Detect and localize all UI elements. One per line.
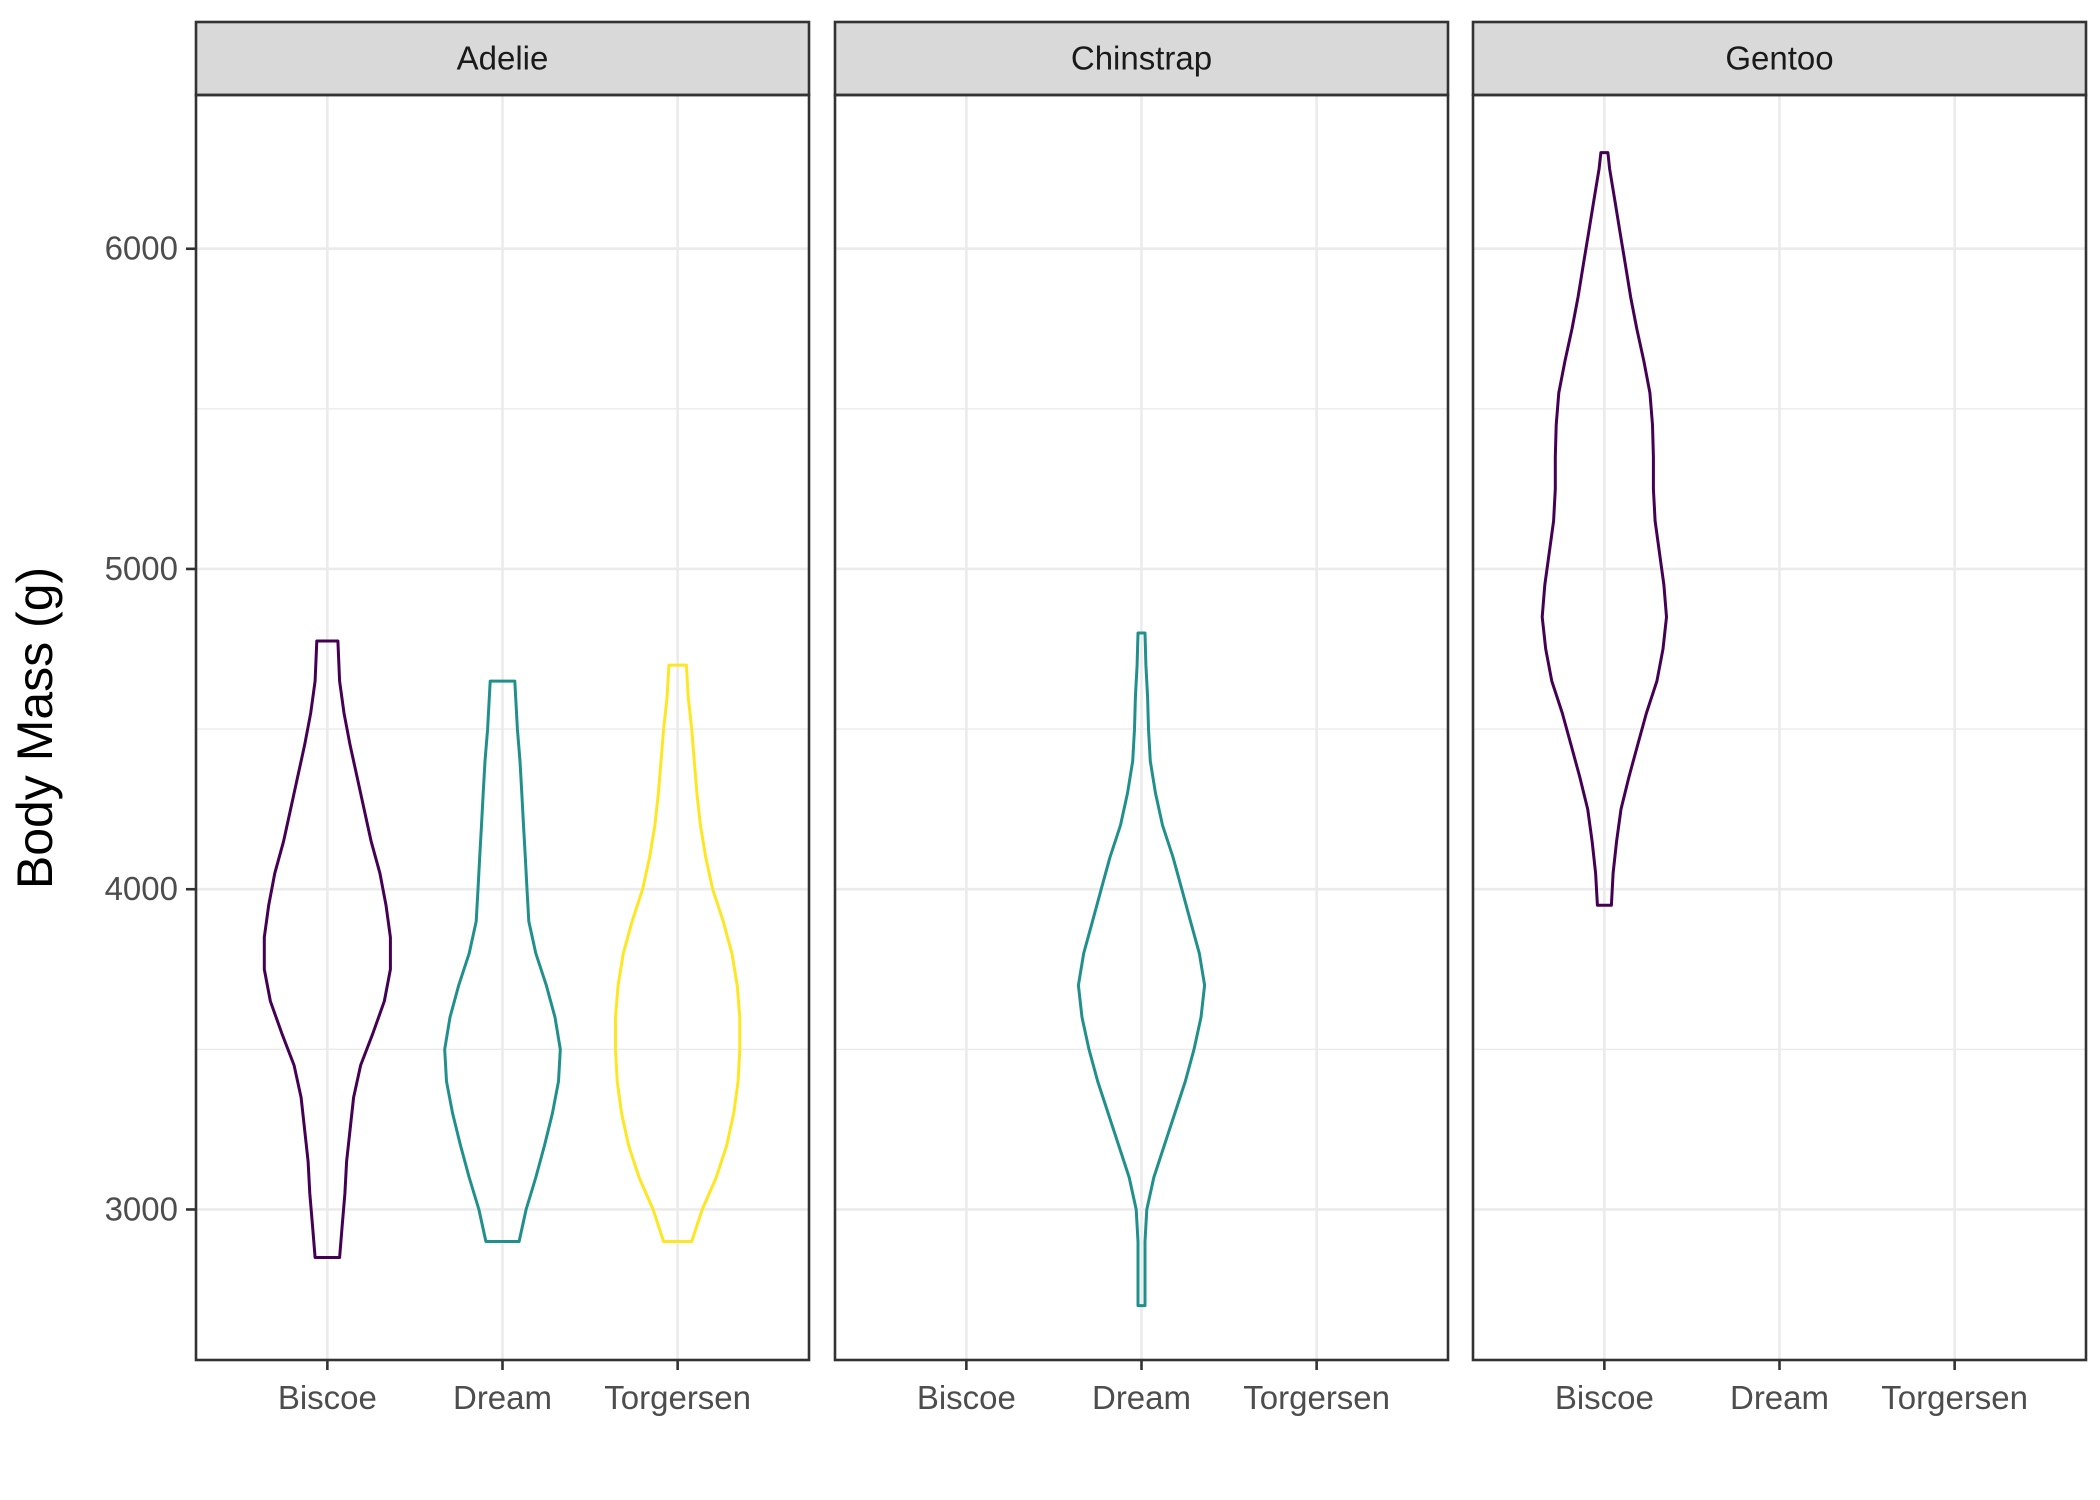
x-tick-label-adelie-dream: Dream — [453, 1379, 552, 1416]
violin-gentoo-biscoe — [1540, 151, 1668, 907]
x-tick-label-gentoo-torgersen: Torgersen — [1881, 1379, 2028, 1416]
grid-layer — [196, 95, 2086, 1360]
y-tick-label-4000: 4000 — [105, 870, 178, 907]
text-layer: Adelie Biscoe Dream Torgersen Chinstrap Bisco… — [105, 40, 2028, 1417]
violin-adelie-dream — [443, 679, 562, 1243]
violin-layer — [262, 151, 1668, 1308]
y-tick-label-6000: 6000 — [105, 230, 178, 267]
facet-strip-adelie — [194, 20, 811, 97]
x-tick-label-gentoo-biscoe: Biscoe — [1555, 1379, 1654, 1416]
violin-adelie-biscoe — [262, 639, 392, 1259]
x-tick-label-gentoo-dream: Dream — [1730, 1379, 1829, 1416]
violin-adelie-torgersen — [614, 663, 742, 1243]
y-axis-title: Body Mass (g) — [7, 567, 63, 889]
facet-label-adelie: Adelie — [457, 40, 549, 77]
x-tick-label-chinstrap-torgersen: Torgersen — [1243, 1379, 1390, 1416]
y-tick-label-5000: 5000 — [105, 550, 178, 587]
frame-layer — [186, 20, 2088, 1370]
facet-label-gentoo: Gentoo — [1725, 40, 1833, 77]
violin-chinstrap-dream — [1076, 631, 1207, 1308]
y-tick-label-3000: 3000 — [105, 1190, 178, 1227]
x-tick-label-adelie-torgersen: Torgersen — [604, 1379, 751, 1416]
x-tick-label-adelie-biscoe: Biscoe — [278, 1379, 377, 1416]
facet-label-chinstrap: Chinstrap — [1071, 40, 1212, 77]
x-tick-label-chinstrap-biscoe: Biscoe — [917, 1379, 1016, 1416]
facet-strip-gentoo — [1471, 20, 2088, 97]
x-tick-label-chinstrap-dream: Dream — [1092, 1379, 1191, 1416]
facet-strip-chinstrap — [833, 20, 1450, 97]
